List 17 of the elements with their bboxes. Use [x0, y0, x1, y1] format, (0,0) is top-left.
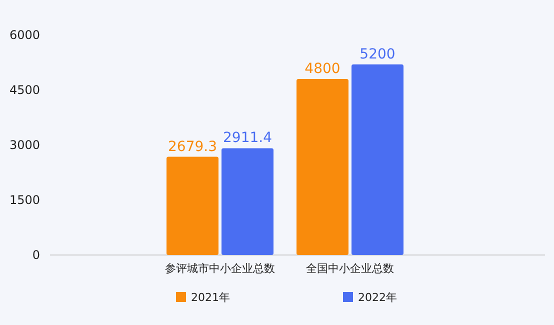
- data-label: 2911.4: [223, 130, 272, 146]
- y-tick-label: 1500: [9, 193, 40, 207]
- data-label: 2679.3: [168, 138, 217, 155]
- y-tick-label: 6000: [9, 28, 40, 42]
- data-label: 4800: [304, 61, 340, 77]
- legend-label: 2021年: [191, 291, 230, 304]
- y-tick-label: 4500: [9, 83, 40, 97]
- bar: [222, 148, 274, 255]
- data-label: 5200: [360, 46, 396, 62]
- bar: [296, 79, 348, 255]
- legend-label: 2022年: [358, 291, 397, 304]
- bar: [352, 64, 404, 255]
- x-tick-label: 全国中小企业总数: [306, 262, 394, 275]
- y-tick-label: 3000: [9, 138, 40, 152]
- bar: [166, 156, 218, 255]
- x-tick-label: 参评城市中小企业总数: [165, 262, 275, 275]
- y-tick-label: 0: [32, 248, 40, 262]
